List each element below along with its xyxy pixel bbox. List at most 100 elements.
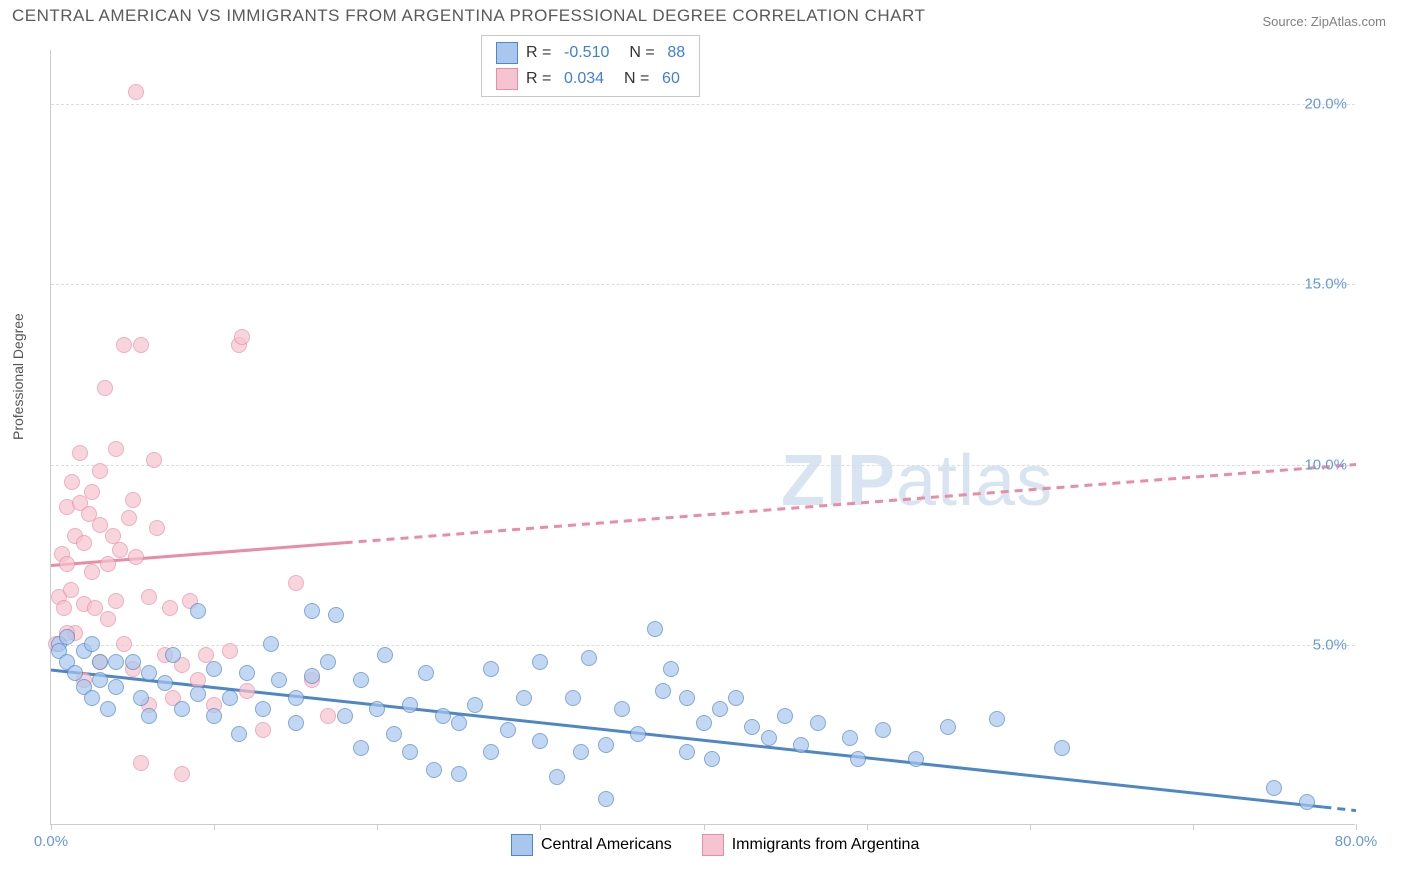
point-pink [162, 600, 178, 616]
point-blue [288, 690, 304, 706]
point-blue [190, 686, 206, 702]
point-blue [712, 701, 728, 717]
point-pink [97, 380, 113, 396]
point-blue [598, 737, 614, 753]
point-pink [121, 510, 137, 526]
point-blue [92, 672, 108, 688]
legend-row-pink: R = 0.034 N = 60 [496, 66, 685, 92]
point-pink [59, 556, 75, 572]
point-blue [402, 697, 418, 713]
point-blue [239, 665, 255, 681]
point-blue [696, 715, 712, 731]
point-pink [128, 84, 144, 100]
point-blue [842, 730, 858, 746]
point-blue [125, 654, 141, 670]
point-blue [483, 744, 499, 760]
legend-swatch-blue [511, 834, 533, 856]
point-blue [206, 661, 222, 677]
point-pink [56, 600, 72, 616]
legend-swatch-pink [496, 68, 518, 90]
point-blue [630, 726, 646, 742]
point-pink [133, 755, 149, 771]
legend-item-pink: Immigrants from Argentina [702, 834, 920, 856]
point-blue [483, 661, 499, 677]
point-blue [908, 751, 924, 767]
point-pink [112, 542, 128, 558]
point-pink [141, 589, 157, 605]
point-blue [108, 679, 124, 695]
y-axis-label: Professional Degree [10, 313, 26, 440]
point-blue [704, 751, 720, 767]
point-blue [614, 701, 630, 717]
point-blue [337, 708, 353, 724]
legend-swatch-blue [496, 42, 518, 64]
legend-swatch-pink [702, 834, 724, 856]
point-blue [989, 711, 1005, 727]
point-blue [810, 715, 826, 731]
point-blue [353, 740, 369, 756]
x-tick-label: 0.0% [34, 833, 68, 850]
point-blue [679, 744, 695, 760]
correlation-legend: R = -0.510 N = 88 R = 0.034 N = 60 [481, 35, 700, 97]
point-blue [744, 719, 760, 735]
legend-item-blue: Central Americans [511, 834, 672, 856]
point-blue [190, 603, 206, 619]
source-attribution: Source: ZipAtlas.com [1262, 14, 1386, 29]
legend-r-pink: 0.034 [564, 70, 604, 88]
legend-label-blue: Central Americans [541, 836, 672, 854]
point-pink [255, 722, 271, 738]
point-blue [647, 621, 663, 637]
point-blue [549, 769, 565, 785]
y-tick-label: 15.0% [1304, 276, 1347, 293]
point-pink [84, 564, 100, 580]
point-blue [426, 762, 442, 778]
point-blue [451, 766, 467, 782]
point-blue [100, 701, 116, 717]
legend-r-label: R = [526, 44, 556, 62]
point-blue [793, 737, 809, 753]
point-blue [663, 661, 679, 677]
point-blue [255, 701, 271, 717]
point-blue [141, 708, 157, 724]
series-legend: Central Americans Immigrants from Argent… [511, 834, 919, 856]
point-blue [581, 650, 597, 666]
point-blue [761, 730, 777, 746]
chart-title: CENTRAL AMERICAN VS IMMIGRANTS FROM ARGE… [12, 6, 925, 26]
point-pink [234, 329, 250, 345]
point-pink [72, 445, 88, 461]
point-pink [63, 582, 79, 598]
point-blue [141, 665, 157, 681]
legend-row-blue: R = -0.510 N = 88 [496, 40, 685, 66]
point-blue [386, 726, 402, 742]
point-pink [133, 337, 149, 353]
point-pink [108, 441, 124, 457]
point-blue [467, 697, 483, 713]
point-pink [92, 463, 108, 479]
point-blue [353, 672, 369, 688]
point-blue [875, 722, 891, 738]
point-blue [288, 715, 304, 731]
chart-plot-area: ZIPatlas R = -0.510 N = 88 R = 0.034 N =… [50, 50, 1355, 825]
point-blue [728, 690, 744, 706]
trend-lines [51, 50, 1355, 824]
point-blue [435, 708, 451, 724]
point-blue [271, 672, 287, 688]
point-blue [1054, 740, 1070, 756]
legend-n-pink: 60 [662, 70, 680, 88]
point-blue [231, 726, 247, 742]
point-pink [108, 593, 124, 609]
legend-n-label: N = [629, 44, 659, 62]
point-blue [157, 675, 173, 691]
point-blue [304, 603, 320, 619]
x-tick-label: 80.0% [1335, 833, 1378, 850]
point-pink [116, 636, 132, 652]
point-blue [655, 683, 671, 699]
y-tick-label: 20.0% [1304, 96, 1347, 113]
point-pink [116, 337, 132, 353]
point-blue [500, 722, 516, 738]
point-pink [222, 643, 238, 659]
point-blue [263, 636, 279, 652]
y-tick-label: 5.0% [1313, 636, 1347, 653]
point-blue [84, 636, 100, 652]
point-blue [532, 733, 548, 749]
